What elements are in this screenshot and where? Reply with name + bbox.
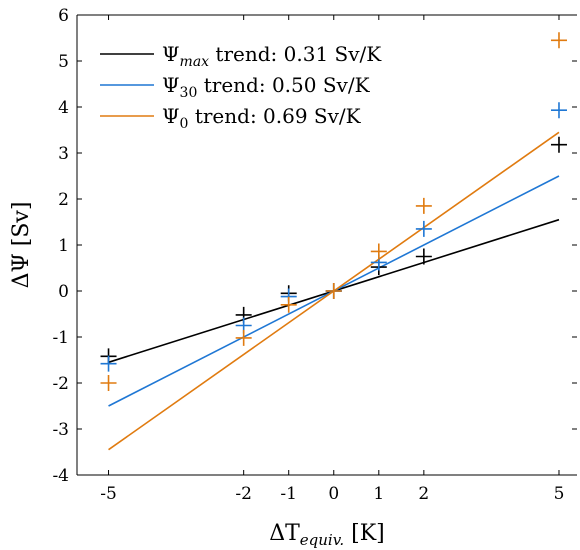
- x-tick-label: -1: [280, 484, 297, 504]
- y-tick-label: 4: [58, 98, 69, 118]
- data-point: [370, 243, 387, 260]
- x-tick-label: -2: [235, 484, 252, 504]
- x-tick-label: 5: [554, 484, 565, 504]
- x-tick-label: 0: [328, 484, 339, 504]
- x-tick-label: 1: [373, 484, 384, 504]
- y-tick-label: -1: [52, 328, 69, 348]
- x-tick-label: 2: [418, 484, 429, 504]
- legend-entry: Ψ0 trend: 0.69 Sv/K: [162, 104, 362, 132]
- y-tick-label: 2: [58, 190, 69, 210]
- y-tick-label: -2: [52, 374, 69, 394]
- y-tick-label: 3: [58, 144, 69, 164]
- data-point: [100, 375, 117, 391]
- x-axis-label: ΔTequiv. [K]: [269, 521, 385, 549]
- data-point: [100, 355, 117, 372]
- y-tick-label: 5: [58, 52, 69, 72]
- legend: Ψmax trend: 0.31 Sv/K Ψ30 trend: 0.50 Sv/…: [100, 42, 382, 132]
- y-tick-label: -3: [52, 420, 69, 440]
- y-axis-label: ΔΨ [Sv]: [9, 202, 34, 289]
- data-point: [550, 32, 567, 49]
- axis-labels: ΔTequiv. [K] ΔΨ [Sv]: [9, 202, 385, 549]
- y-tick-label: 6: [58, 6, 69, 26]
- data-point: [235, 329, 252, 346]
- plot-area: -4 -3 -2 -1 0 1 2 3 4 5 6 -5 -2 -1 0 1 2 5: [52, 6, 577, 504]
- data-point: [325, 283, 342, 299]
- y-tick-label: 1: [58, 236, 69, 256]
- data-layer: [100, 32, 567, 451]
- data-point: [550, 136, 567, 153]
- data-point: [280, 296, 297, 313]
- data-point: [415, 197, 432, 214]
- data-point: [550, 102, 567, 119]
- legend-entry: Ψ30 trend: 0.50 Sv/K: [162, 73, 371, 101]
- y-tick-label: 0: [58, 282, 69, 302]
- legend-entry: Ψmax trend: 0.31 Sv/K: [162, 42, 382, 70]
- data-point: [415, 220, 432, 237]
- x-tick-label: -5: [100, 484, 117, 504]
- y-tick-label: -4: [52, 466, 69, 486]
- data-point: [415, 248, 432, 265]
